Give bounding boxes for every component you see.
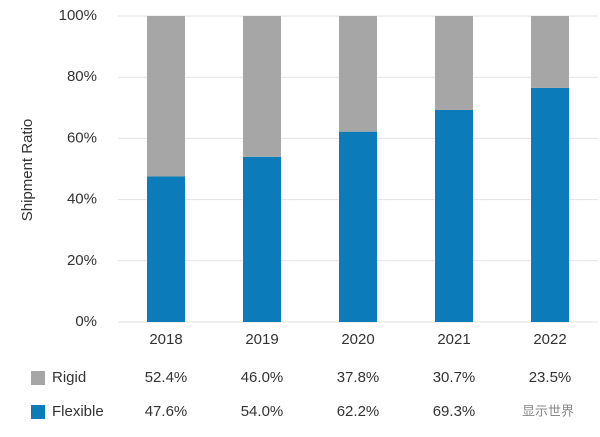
value-label: 47.6% bbox=[145, 403, 188, 420]
bar-segment bbox=[435, 109, 473, 322]
value-label: 23.5% bbox=[529, 369, 572, 386]
bar-segment bbox=[531, 16, 569, 88]
value-label: 37.8% bbox=[337, 369, 380, 386]
bar-segment bbox=[339, 16, 377, 132]
bar-segment bbox=[435, 16, 473, 110]
value-label: 62.2% bbox=[337, 403, 380, 420]
value-label: 69.3% bbox=[433, 403, 476, 420]
legend-label: Flexible bbox=[52, 403, 104, 420]
y-tick-label: 0% bbox=[75, 313, 97, 330]
bar-segment bbox=[147, 176, 185, 322]
value-label: 30.7% bbox=[433, 369, 476, 386]
y-tick-label: 20% bbox=[67, 252, 97, 269]
bar-segment bbox=[243, 16, 281, 157]
value-label: 52.4% bbox=[145, 369, 188, 386]
y-tick-label: 40% bbox=[67, 191, 97, 208]
value-label: 54.0% bbox=[241, 403, 284, 420]
watermark: 显示世界 bbox=[522, 403, 574, 418]
legend-label: Rigid bbox=[52, 369, 86, 386]
x-tick-label: 2022 bbox=[533, 331, 566, 348]
bar-segment bbox=[339, 131, 377, 322]
x-tick-label: 2019 bbox=[245, 331, 278, 348]
legend-swatch bbox=[31, 405, 45, 419]
bar-segment bbox=[243, 156, 281, 322]
y-tick-label: 60% bbox=[67, 129, 97, 146]
y-tick-label: 100% bbox=[59, 7, 97, 24]
bar-segment bbox=[531, 87, 569, 322]
bar-segment bbox=[147, 16, 185, 177]
x-tick-label: 2018 bbox=[149, 331, 182, 348]
x-tick-label: 2021 bbox=[437, 331, 470, 348]
legend-swatch bbox=[31, 371, 45, 385]
value-label: 46.0% bbox=[241, 369, 284, 386]
x-tick-label: 2020 bbox=[341, 331, 374, 348]
y-tick-label: 80% bbox=[67, 68, 97, 85]
y-axis-title: Shipment Ratio bbox=[19, 119, 36, 222]
